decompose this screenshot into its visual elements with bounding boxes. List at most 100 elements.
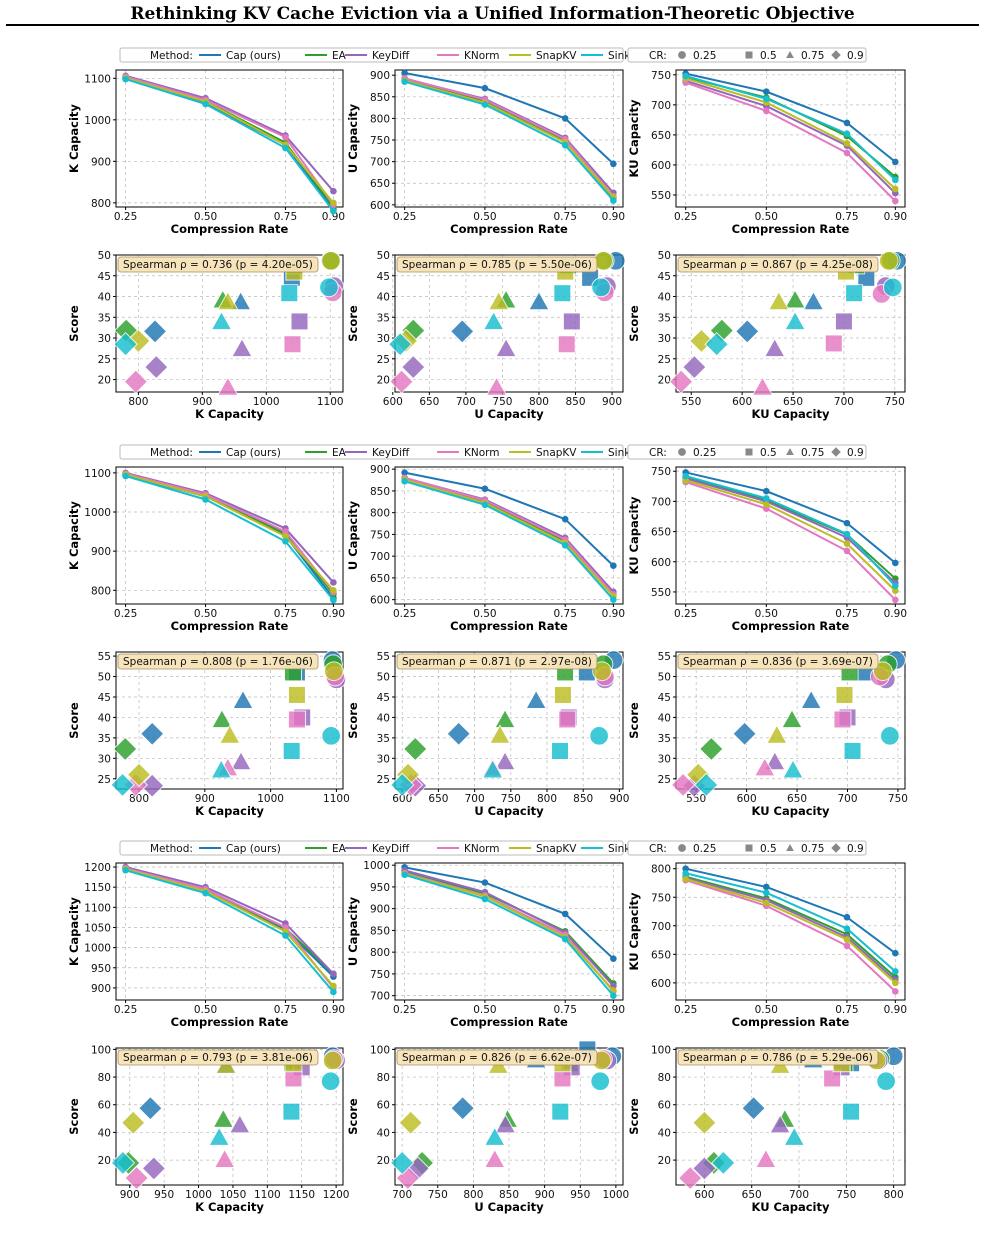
x-tick-label: 0.50 bbox=[755, 211, 778, 223]
scatter-point-snapkv bbox=[321, 250, 341, 271]
series-point-sink bbox=[610, 197, 617, 204]
x-tick-label: 1150 bbox=[288, 1189, 315, 1201]
scatter-point-sink bbox=[591, 277, 611, 298]
series-point-cap-ours bbox=[401, 469, 408, 476]
scatter-point-knorm bbox=[558, 710, 577, 729]
legend-marker-cr-0-75 bbox=[784, 49, 796, 59]
scatter-point-sink bbox=[389, 1150, 415, 1176]
y-tick-label: 30 bbox=[658, 753, 671, 765]
series-point-cap-ours bbox=[892, 949, 899, 957]
scatter-point-ea bbox=[781, 708, 803, 729]
y-tick-label: 800 bbox=[651, 864, 671, 876]
axes-frame bbox=[115, 651, 344, 790]
series-point-sink bbox=[122, 75, 129, 83]
scatter-point-sink bbox=[551, 1102, 570, 1121]
series-line-knorm bbox=[685, 879, 897, 993]
series-point-cap-ours bbox=[682, 865, 689, 873]
series-line-keydiff bbox=[685, 79, 897, 194]
method-legend-box bbox=[119, 444, 624, 460]
scatter-point-knorm bbox=[677, 1165, 703, 1191]
cr-legend-label: CR: bbox=[649, 843, 667, 855]
legend-label-cr-0-9: 0.9 bbox=[847, 50, 864, 62]
scatter-point-sink bbox=[208, 1126, 231, 1146]
y-tick-label: 550 bbox=[651, 587, 671, 599]
line-chart-ku-capacity: 0.25 0.50 0.75 0.90 550 600 650 700 750 Compressi… bbox=[627, 69, 907, 236]
series-point-snapkv bbox=[892, 979, 899, 987]
y-axis-label: Score bbox=[346, 1098, 360, 1135]
legend-marker-cr-0-25 bbox=[677, 843, 687, 853]
x-tick-label: 0.90 bbox=[602, 211, 625, 223]
x-tick-label: 0.25 bbox=[393, 211, 416, 223]
x-axis-label: KU Capacity bbox=[752, 407, 830, 421]
x-axis-label: Compression Rate bbox=[171, 222, 289, 236]
series-line-cap-ours bbox=[125, 868, 335, 978]
series-point-knorm bbox=[843, 547, 851, 555]
y-tick-label: 80 bbox=[658, 1072, 671, 1084]
x-tick-label: 900 bbox=[609, 793, 629, 805]
scatter-chart-k-capacity: 800 900 1000 1100 20 25 30 35 40 45 50 K Capacity Sc… bbox=[67, 250, 344, 421]
spearman-box bbox=[677, 256, 879, 273]
series-point-sink bbox=[682, 72, 689, 80]
series-point-cap-ours bbox=[843, 519, 851, 527]
series-point-cap-ours bbox=[561, 910, 569, 918]
scatter-point-sink bbox=[321, 725, 342, 746]
y-tick-label: 1100 bbox=[84, 468, 111, 480]
series-line-cap-ours bbox=[404, 471, 615, 567]
spearman-text: Spearman ρ = 0.871 (p = 2.97e-08) bbox=[402, 656, 592, 668]
scatter-chart-ku-capacity: 600 650 700 750 800 20 40 60 80 100 KU Capacity Sco… bbox=[627, 1044, 906, 1214]
y-tick-label: 25 bbox=[658, 354, 671, 366]
y-tick-label: 750 bbox=[651, 70, 671, 82]
series-point-knorm bbox=[892, 988, 899, 995]
spearman-box bbox=[117, 1049, 319, 1066]
series-point-knorm bbox=[892, 596, 899, 604]
series-line-cap-ours bbox=[404, 866, 615, 960]
x-tick-label: 650 bbox=[783, 396, 803, 408]
scatter-point-keydiff bbox=[834, 312, 853, 331]
series-line-snapkv bbox=[125, 76, 335, 204]
series-point-snapkv bbox=[610, 987, 617, 994]
scatter-chart-u-capacity: 700 750 800 850 900 950 1000 20 40 60 80 100 U Capac… bbox=[346, 1040, 629, 1214]
scatter-point-sink bbox=[876, 1071, 896, 1092]
x-tick-label: 800 bbox=[129, 793, 149, 805]
y-tick-label: 50 bbox=[98, 672, 111, 684]
x-tick-label: 600 bbox=[383, 396, 403, 408]
x-tick-label: 700 bbox=[789, 1189, 809, 1201]
series-line-snapkv bbox=[685, 77, 897, 190]
y-tick-label: 1000 bbox=[363, 860, 390, 872]
axes-frame bbox=[394, 466, 624, 605]
scatter-point-snapkv bbox=[692, 1110, 717, 1135]
scatter-point-snapkv bbox=[766, 724, 788, 744]
series-point-keydiff bbox=[330, 187, 337, 195]
y-tick-label: 850 bbox=[370, 925, 390, 937]
y-tick-label: 600 bbox=[651, 160, 671, 172]
series-point-cap-ours bbox=[610, 562, 617, 570]
scatter-point-knorm bbox=[833, 710, 852, 729]
scatter-point-ea bbox=[211, 708, 233, 729]
series-line-knorm bbox=[685, 81, 897, 202]
y-tick-label: 40 bbox=[98, 1127, 111, 1139]
scatter-point-keydiff bbox=[290, 312, 309, 331]
scatter-point-knorm bbox=[287, 710, 306, 729]
series-line-knorm bbox=[125, 867, 335, 989]
y-tick-label: 650 bbox=[651, 527, 671, 539]
x-tick-label: 0.25 bbox=[114, 608, 137, 620]
y-axis-label: Score bbox=[346, 702, 360, 739]
spearman-text: Spearman ρ = 0.793 (p = 3.81e-06) bbox=[123, 1052, 313, 1064]
series-point-sink bbox=[282, 144, 289, 152]
legend-label-keydiff: KeyDiff bbox=[372, 843, 410, 855]
scatter-point-cap-ours bbox=[139, 721, 165, 747]
y-axis-label: U Capacity bbox=[346, 500, 360, 570]
series-point-sink bbox=[561, 935, 569, 943]
y-tick-label: 750 bbox=[370, 969, 390, 981]
axes-frame bbox=[115, 862, 344, 1001]
x-tick-label: 600 bbox=[392, 793, 412, 805]
y-tick-label: 1100 bbox=[84, 73, 111, 85]
scatter-chart-ku-capacity: 550 600 650 700 750 20 25 30 35 40 45 50 KU Capacity… bbox=[627, 250, 907, 421]
spearman-text: Spearman ρ = 0.808 (p = 1.76e-06) bbox=[123, 656, 313, 668]
x-tick-label: 900 bbox=[192, 396, 212, 408]
y-tick-label: 55 bbox=[658, 651, 671, 663]
x-tick-label: 900 bbox=[195, 793, 215, 805]
y-tick-label: 25 bbox=[98, 354, 111, 366]
y-tick-label: 800 bbox=[370, 113, 390, 125]
legend-label-knorm: KNorm bbox=[464, 447, 500, 459]
